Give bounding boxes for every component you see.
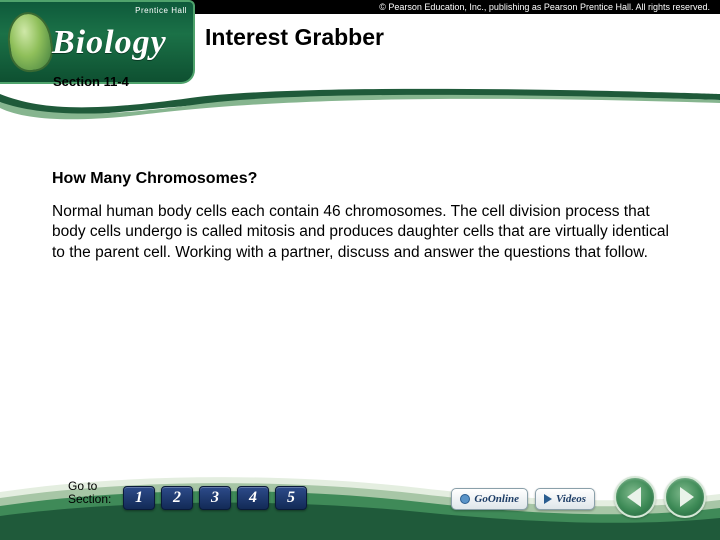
prev-slide-button[interactable] bbox=[614, 476, 656, 518]
brand-plate: Biology Prentice Hall bbox=[0, 0, 195, 84]
globe-icon bbox=[460, 494, 470, 504]
go-online-button[interactable]: GoOnline bbox=[451, 488, 528, 510]
section-nav-5[interactable]: 5 bbox=[275, 486, 307, 510]
play-icon bbox=[544, 494, 552, 504]
content-heading: How Many Chromosomes? bbox=[52, 170, 680, 188]
page-title: Interest Grabber bbox=[205, 24, 384, 51]
footer: Go to Section: 1 2 3 4 5 GoOnline Videos bbox=[0, 458, 720, 540]
videos-label: Videos bbox=[556, 493, 586, 505]
videos-button[interactable]: Videos bbox=[535, 488, 595, 510]
section-nav-4[interactable]: 4 bbox=[237, 486, 269, 510]
section-nav-3[interactable]: 3 bbox=[199, 486, 231, 510]
brand-wordmark: Biology bbox=[52, 24, 167, 62]
next-slide-button[interactable] bbox=[664, 476, 706, 518]
header-divider bbox=[0, 88, 720, 128]
external-links: GoOnline Videos bbox=[451, 488, 595, 510]
slide-nav bbox=[614, 476, 706, 518]
section-nav-1[interactable]: 1 bbox=[123, 486, 155, 510]
chevron-left-icon bbox=[627, 487, 641, 507]
content-body: Normal human body cells each contain 46 … bbox=[52, 202, 680, 263]
go-online-label: GoOnline bbox=[474, 493, 519, 505]
leaf-icon bbox=[4, 9, 56, 75]
goto-label: Go to Section: bbox=[68, 480, 111, 506]
section-nav: 1 2 3 4 5 bbox=[123, 486, 307, 510]
chevron-right-icon bbox=[680, 487, 694, 507]
content-area: How Many Chromosomes? Normal human body … bbox=[52, 170, 680, 263]
copyright-text: © Pearson Education, Inc., publishing as… bbox=[379, 2, 710, 12]
section-nav-2[interactable]: 2 bbox=[161, 486, 193, 510]
publisher-mark: Prentice Hall bbox=[135, 6, 187, 15]
section-label: Section 11-4 bbox=[53, 74, 129, 89]
publisher-name: Prentice Hall bbox=[135, 6, 187, 15]
